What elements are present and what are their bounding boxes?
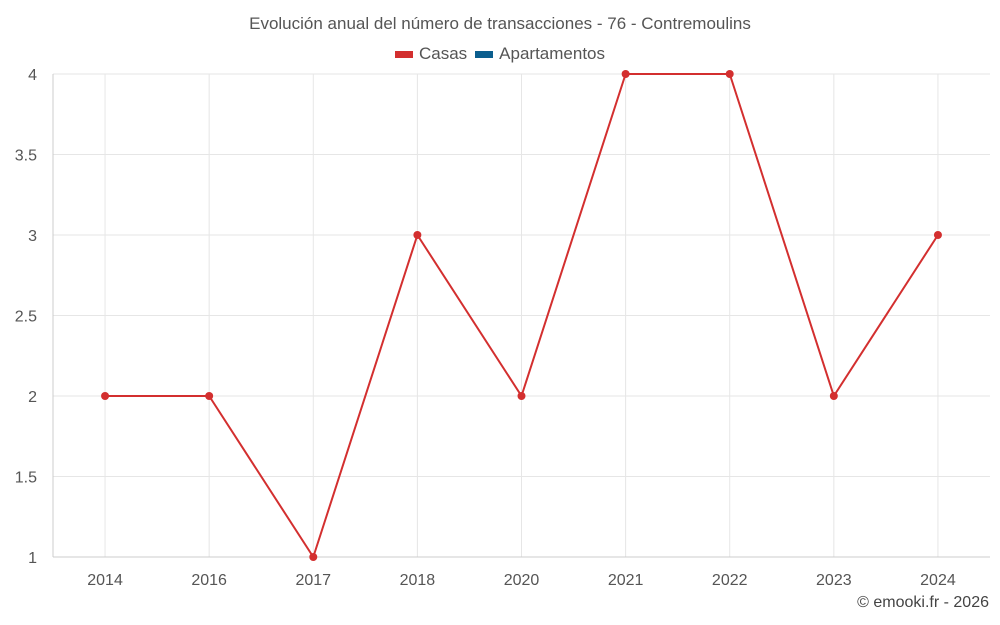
x-tick-label: 2014: [87, 572, 123, 589]
y-tick-label: 2: [28, 389, 37, 406]
legend-label-apartamentos: Apartamentos: [499, 44, 606, 63]
x-tick-label: 2016: [191, 572, 227, 589]
x-tick-label: 2017: [295, 572, 331, 589]
y-tick-label: 1: [28, 550, 37, 567]
data-point: [933, 231, 942, 239]
legend-label-casas: Casas: [418, 44, 468, 63]
y-tick-label: 4: [28, 67, 37, 84]
y-tick-label: 3.5: [15, 148, 37, 165]
data-point: [101, 392, 110, 400]
data-point: [725, 70, 734, 78]
y-tick-label: 1.5: [15, 470, 37, 487]
data-point: [517, 392, 526, 400]
x-tick-label: 2024: [920, 572, 956, 589]
y-tick-label: 3: [28, 228, 37, 245]
legend-swatch-casas: [394, 50, 413, 58]
chart-title: Evolución anual del número de transaccio…: [249, 14, 751, 33]
credit-text: © emooki.fr - 2026: [857, 594, 989, 611]
data-point: [413, 231, 422, 239]
legend: Casas Apartamentos: [0, 44, 1000, 64]
data-point: [309, 553, 318, 561]
x-tick-label: 2022: [712, 572, 748, 589]
x-tick-label: 2018: [400, 572, 436, 589]
legend-item-apartamentos[interactable]: Apartamentos: [475, 44, 605, 64]
data-point: [205, 392, 214, 400]
x-tick-label: 2021: [608, 572, 644, 589]
legend-item-casas[interactable]: Casas: [394, 44, 468, 64]
data-point: [621, 70, 630, 78]
x-tick-label: 2020: [504, 572, 540, 589]
y-tick-label: 2.5: [15, 309, 37, 326]
x-tick-label: 2023: [816, 572, 852, 589]
legend-swatch-apartamentos: [475, 50, 494, 58]
data-point: [829, 392, 838, 400]
